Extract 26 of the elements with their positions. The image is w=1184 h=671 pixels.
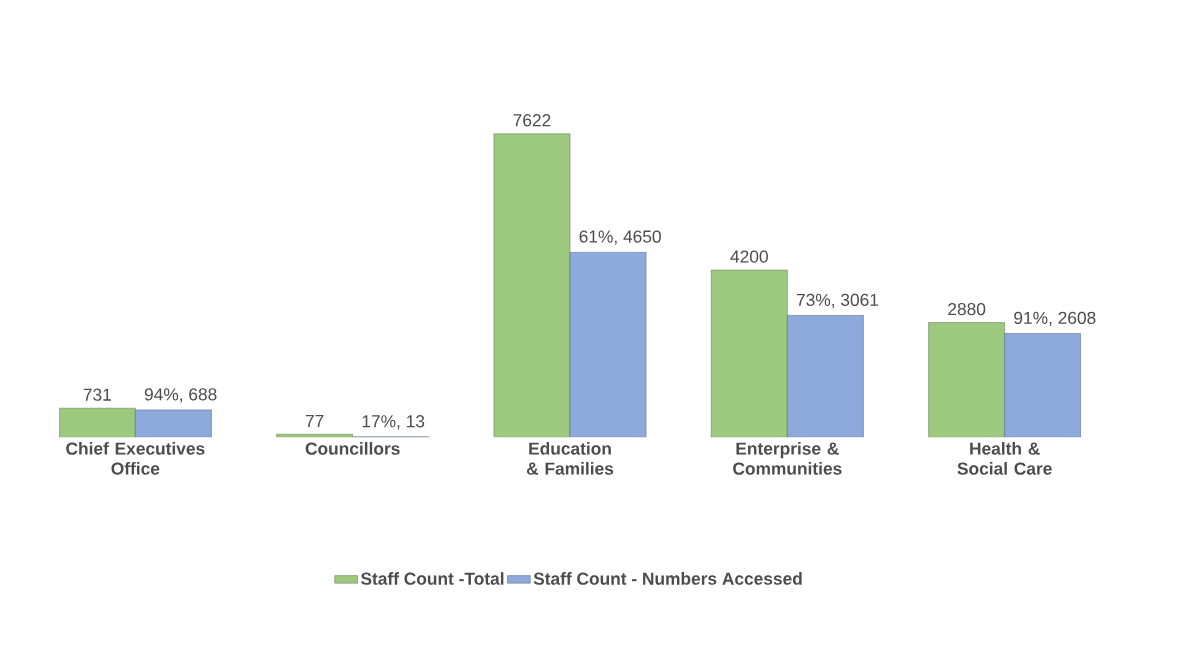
data-label: 91%, 2608: [1014, 311, 1096, 327]
data-label: 7622: [513, 114, 551, 127]
x-tick-label: Councillors: [305, 442, 400, 455]
legend-label: Staff Count - Numbers Accessed: [533, 572, 802, 586]
bar: [787, 315, 864, 438]
data-label: 73%, 3061: [796, 293, 879, 309]
bar: [59, 408, 136, 438]
data-label: 94%, 688: [144, 388, 217, 403]
data-label: 17%, 13: [362, 415, 425, 430]
data-label: 2880: [948, 303, 986, 316]
bar: [928, 322, 1005, 438]
bar: [135, 409, 212, 438]
data-label: 4200: [730, 250, 768, 263]
bar: [276, 434, 353, 438]
bar: [569, 252, 647, 438]
data-label: 61%, 4650: [579, 230, 661, 245]
bar: [1004, 333, 1082, 438]
data-label: 77: [305, 415, 324, 428]
data-label: 731: [83, 388, 111, 401]
bar: [493, 133, 571, 438]
legend-label: Staff Count -Total: [360, 572, 504, 586]
x-tick-label: Enterprise & Communities: [733, 442, 842, 475]
x-tick-label: Education & Families: [526, 442, 614, 475]
x-tick-label: Health & Social Care: [957, 442, 1052, 475]
bar: [711, 269, 788, 438]
x-tick-label: Chief Executives Office: [66, 442, 205, 475]
